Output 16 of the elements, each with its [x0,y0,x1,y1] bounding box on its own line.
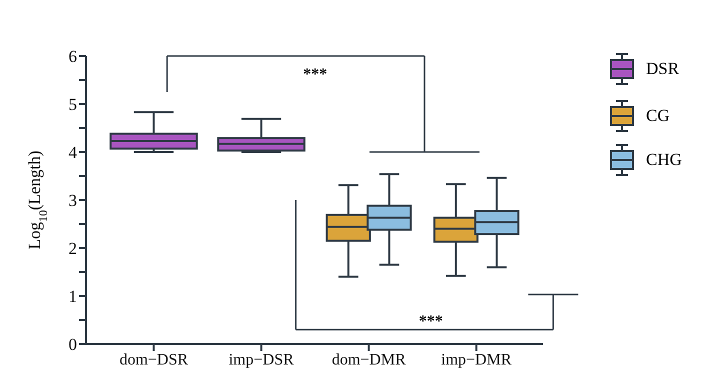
y-tick-label: 0 [68,334,77,354]
legend-label: DSR [646,59,680,79]
y-tick-label: 2 [68,238,77,258]
legend-label: CG [646,106,670,126]
x-tick-label: imp−DSR [228,351,294,368]
x-tick-label: dom−DSR [119,351,188,368]
y-tick-label: 6 [68,46,77,66]
x-tick-label: imp−DMR [441,351,512,368]
y-tick-label: 5 [68,94,77,114]
y-tick-label: 1 [68,286,77,306]
y-tick-label: 4 [68,142,78,162]
annotation: *** [303,66,328,83]
y-tick-label: 3 [68,190,77,210]
legend-label: CHG [646,150,682,170]
annotation: *** [418,313,443,330]
x-tick-label: dom−DMR [332,351,406,368]
